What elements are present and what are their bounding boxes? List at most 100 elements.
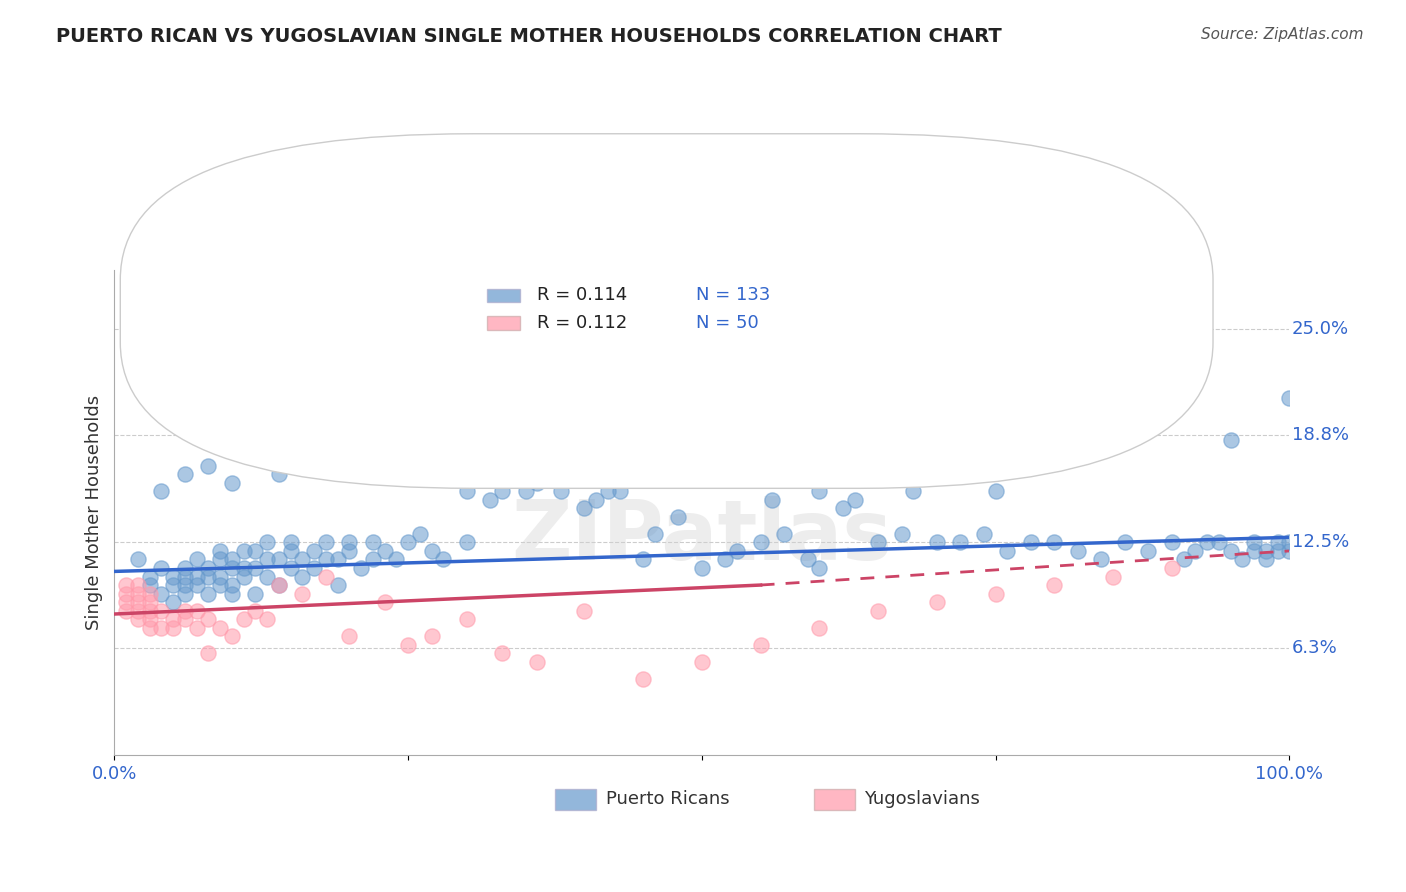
Point xyxy=(1160,535,1182,549)
Point xyxy=(150,484,173,499)
Point xyxy=(291,586,314,600)
Point xyxy=(256,612,278,626)
Point xyxy=(162,621,184,635)
Point xyxy=(609,484,631,499)
Point xyxy=(725,544,748,558)
Point xyxy=(903,484,925,499)
Point xyxy=(232,561,254,575)
Point xyxy=(127,595,149,609)
Point xyxy=(221,629,243,643)
Point xyxy=(374,544,396,558)
Point xyxy=(127,612,149,626)
Point xyxy=(432,552,454,566)
Point xyxy=(808,561,831,575)
Text: R = 0.112: R = 0.112 xyxy=(537,314,627,332)
Point xyxy=(186,604,208,618)
Point xyxy=(315,552,337,566)
Point xyxy=(749,280,772,294)
Point xyxy=(138,595,160,609)
Bar xyxy=(814,789,855,810)
Text: 12.5%: 12.5% xyxy=(1292,533,1348,551)
Point xyxy=(256,569,278,583)
Point xyxy=(1102,569,1125,583)
Point xyxy=(115,578,138,592)
Point xyxy=(749,535,772,549)
Point xyxy=(479,492,502,507)
Point xyxy=(350,561,373,575)
Point xyxy=(1232,552,1254,566)
Point xyxy=(315,442,337,456)
Point xyxy=(526,475,548,490)
Point xyxy=(1278,535,1301,549)
Point xyxy=(174,467,197,482)
Point xyxy=(138,612,160,626)
Point xyxy=(162,569,184,583)
Point xyxy=(1184,544,1206,558)
Point xyxy=(491,467,513,482)
Point xyxy=(668,509,690,524)
Point xyxy=(1243,544,1265,558)
Point xyxy=(280,544,302,558)
Point xyxy=(714,450,737,465)
Point xyxy=(127,604,149,618)
Point xyxy=(197,612,219,626)
Point xyxy=(339,544,361,558)
Point xyxy=(291,569,314,583)
Point xyxy=(526,450,548,465)
Point xyxy=(150,604,173,618)
Point xyxy=(267,467,290,482)
Point xyxy=(280,561,302,575)
Point xyxy=(690,655,713,669)
Point xyxy=(209,552,232,566)
Point xyxy=(420,544,443,558)
Point xyxy=(138,586,160,600)
Point xyxy=(197,569,219,583)
Text: Yugoslavians: Yugoslavians xyxy=(865,790,980,808)
Point xyxy=(186,621,208,635)
Point xyxy=(491,484,513,499)
Point xyxy=(749,638,772,652)
Point xyxy=(256,535,278,549)
Point xyxy=(1278,544,1301,558)
Point xyxy=(361,552,384,566)
Point xyxy=(396,535,419,549)
Point xyxy=(973,527,995,541)
Bar xyxy=(486,317,520,330)
Point xyxy=(315,535,337,549)
Point xyxy=(868,450,890,465)
Point xyxy=(1267,544,1289,558)
Point xyxy=(1173,552,1195,566)
Text: R = 0.114: R = 0.114 xyxy=(537,286,627,304)
Point xyxy=(796,552,818,566)
Point xyxy=(1043,442,1066,456)
Point xyxy=(197,458,219,473)
Point xyxy=(267,578,290,592)
Point xyxy=(868,604,890,618)
Point xyxy=(339,629,361,643)
Point xyxy=(162,612,184,626)
Point xyxy=(232,544,254,558)
Point xyxy=(374,595,396,609)
Point xyxy=(1114,535,1136,549)
Point xyxy=(396,638,419,652)
Point xyxy=(620,408,643,422)
Point xyxy=(550,484,572,499)
Point xyxy=(585,492,607,507)
Point xyxy=(162,357,184,371)
Point xyxy=(1254,552,1277,566)
Point xyxy=(761,492,783,507)
Point xyxy=(150,561,173,575)
Text: Puerto Ricans: Puerto Ricans xyxy=(606,790,730,808)
Point xyxy=(1267,535,1289,549)
Point xyxy=(631,672,654,686)
Point xyxy=(150,621,173,635)
Point xyxy=(221,561,243,575)
Point xyxy=(868,535,890,549)
Point xyxy=(984,586,1007,600)
Point xyxy=(221,475,243,490)
Point xyxy=(138,604,160,618)
Point xyxy=(174,586,197,600)
Point xyxy=(1067,544,1090,558)
Point xyxy=(280,535,302,549)
Point xyxy=(1243,535,1265,549)
